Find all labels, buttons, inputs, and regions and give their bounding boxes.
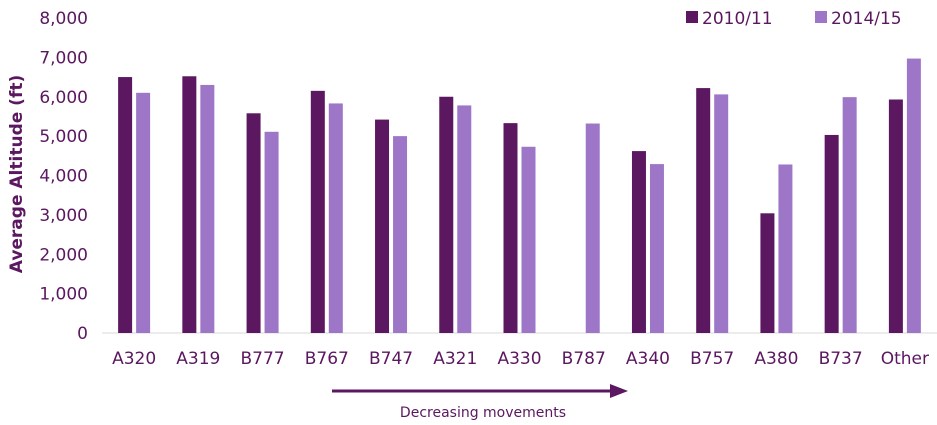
bars xyxy=(118,58,921,334)
bar-b767-2014-15 xyxy=(328,103,343,333)
y-tick-label: 1,000 xyxy=(39,285,88,305)
bar-b787-2014-15 xyxy=(585,123,600,334)
annotation-text: Decreasing movements xyxy=(400,405,566,421)
legend-swatch xyxy=(815,11,827,23)
bar-a319-2010-11 xyxy=(182,76,197,334)
x-tick-label: A321 xyxy=(433,349,477,369)
bar-a340-2010-11 xyxy=(631,151,646,333)
annotation-arrow-head xyxy=(610,384,628,398)
bar-b747-2010-11 xyxy=(375,119,390,334)
y-tick-label: 8,000 xyxy=(39,9,88,29)
x-tick-label: A319 xyxy=(176,349,220,369)
y-tick-label: 7,000 xyxy=(39,48,88,68)
bar-b747-2014-15 xyxy=(393,136,408,333)
x-tick-label: B757 xyxy=(690,349,734,369)
y-tick-label: 6,000 xyxy=(39,88,88,108)
bar-a321-2014-15 xyxy=(457,105,472,333)
bar-a340-2014-15 xyxy=(649,164,664,333)
bar-b737-2014-15 xyxy=(842,97,857,333)
bar-b767-2010-11 xyxy=(310,90,325,333)
bar-other-2010-11 xyxy=(888,99,903,333)
x-tick-label: B767 xyxy=(305,349,349,369)
x-tick-label: A380 xyxy=(754,349,798,369)
bar-a321-2010-11 xyxy=(439,96,454,333)
x-tick-label: B737 xyxy=(819,349,863,369)
y-axis: 0 1,000 2,000 3,000 4,000 5,000 6,000 7,000 8,00… xyxy=(39,9,88,344)
y-tick-label: 5,000 xyxy=(39,127,88,147)
bar-a330-2014-15 xyxy=(521,146,536,333)
y-axis-label: Average Altitude (ft) xyxy=(7,75,27,273)
x-tick-label: A330 xyxy=(497,349,541,369)
y-tick-label: 2,000 xyxy=(39,245,88,265)
bar-b757-2010-11 xyxy=(696,88,711,334)
bar-a380-2014-15 xyxy=(778,164,793,333)
bar-b777-2014-15 xyxy=(264,131,279,333)
bar-b777-2010-11 xyxy=(246,113,261,333)
bar-a319-2014-15 xyxy=(200,84,215,333)
y-tick-label: 3,000 xyxy=(39,206,88,226)
bar-b737-2010-11 xyxy=(824,134,839,333)
x-tick-label: A340 xyxy=(626,349,670,369)
bar-other-2014-15 xyxy=(906,58,921,334)
x-tick-label: B747 xyxy=(369,349,413,369)
x-axis: A320 A319 B777 B767 B747 A321 A330 B787 A340 B757… xyxy=(112,349,929,369)
x-tick-label: A320 xyxy=(112,349,156,369)
y-tick-label: 4,000 xyxy=(39,167,88,187)
bar-a320-2010-11 xyxy=(118,77,133,333)
x-tick-label: B787 xyxy=(562,349,606,369)
y-tick-label: 0 xyxy=(77,324,88,344)
x-tick-label: B777 xyxy=(241,349,285,369)
bar-a320-2014-15 xyxy=(136,92,151,333)
x-tick-label: Other xyxy=(881,349,929,369)
bar-a330-2010-11 xyxy=(503,123,518,333)
legend-label: 2014/15 xyxy=(831,9,902,29)
bar-b757-2014-15 xyxy=(714,94,729,333)
legend: 2010/11 2014/15 xyxy=(686,9,902,29)
bar-a380-2010-11 xyxy=(760,213,775,333)
legend-swatch xyxy=(686,11,698,23)
legend-label: 2010/11 xyxy=(702,9,773,29)
annotation: Decreasing movements xyxy=(332,384,628,421)
